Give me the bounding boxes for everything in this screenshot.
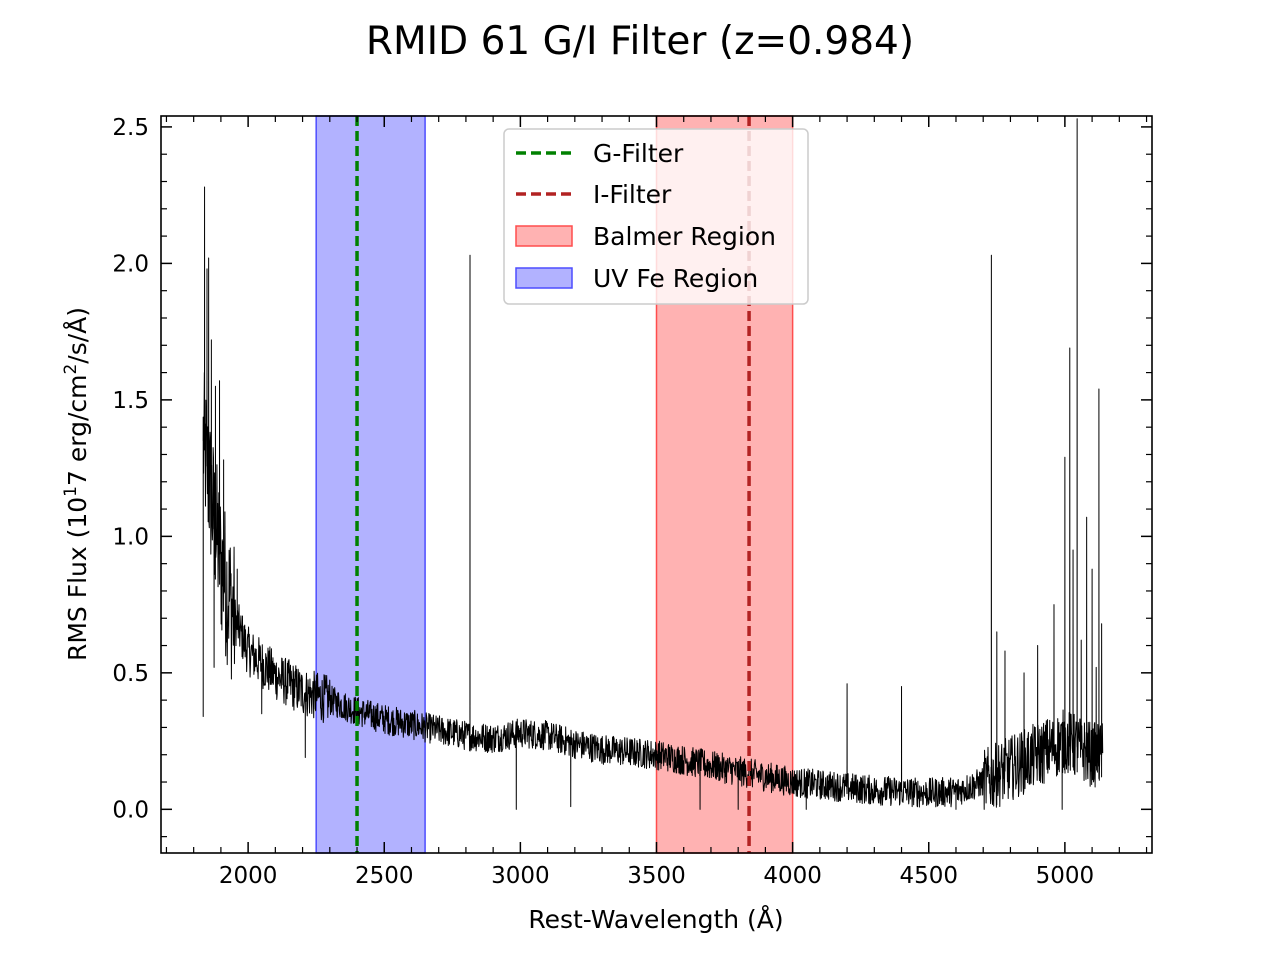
y-tick-label: 2.5 <box>112 115 149 141</box>
y-tick-label: 0.5 <box>112 661 149 687</box>
y-axis-label: RMS Flux (1017 erg/cm2/s/Å) <box>61 307 92 661</box>
x-tick-label: 2500 <box>355 863 414 889</box>
spectrum-line <box>202 118 1104 810</box>
x-tick-label: 5000 <box>1036 863 1095 889</box>
legend-box <box>503 128 809 305</box>
legend-uvfe-swatch <box>515 267 573 289</box>
legend-g-filter-label: G-Filter <box>593 139 684 168</box>
x-tick-label: 3500 <box>627 863 686 889</box>
legend-balmer-swatch <box>515 225 573 247</box>
legend: G-Filter I-Filter Balmer Region UV Fe Re… <box>503 128 809 305</box>
x-tick-label: 3000 <box>491 863 550 889</box>
chart-title: RMID 61 G/I Filter (z=0.984) <box>366 19 914 64</box>
x-axis-label: Rest-Wavelength (Å) <box>528 905 783 934</box>
y-tick-label: 0.0 <box>112 797 149 823</box>
y-axis-ticks: 0.0 0.5 1.0 1.5 2.0 2.5 <box>112 115 1152 838</box>
spectrum-series <box>202 118 1104 810</box>
y-tick-label: 1.0 <box>112 524 149 550</box>
x-axis-ticks: 2000 2500 3000 3500 4000 4500 5000 <box>165 116 1148 889</box>
x-tick-label: 2000 <box>219 863 278 889</box>
x-tick-label: 4500 <box>899 863 958 889</box>
y-tick-label: 1.5 <box>112 388 149 414</box>
y-tick-label: 2.0 <box>112 251 149 277</box>
legend-i-filter-label: I-Filter <box>593 180 672 209</box>
legend-uvfe-label: UV Fe Region <box>593 264 758 293</box>
x-tick-label: 4000 <box>763 863 822 889</box>
region-uv-fe-region <box>315 115 426 854</box>
legend-balmer-label: Balmer Region <box>593 222 776 251</box>
